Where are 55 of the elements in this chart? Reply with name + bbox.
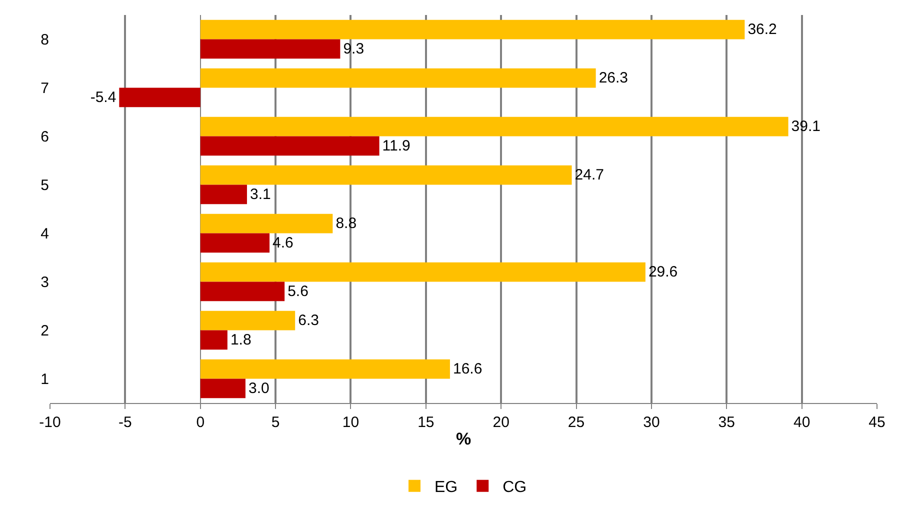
x-axis-title: %: [456, 429, 472, 448]
bar: [200, 39, 340, 59]
y-tick-label: 5: [40, 177, 49, 194]
x-tick-label: -5: [118, 414, 132, 431]
y-tick-label: 1: [40, 371, 49, 388]
bar: [200, 136, 380, 156]
bar: [200, 378, 246, 398]
x-tick-label: 30: [643, 414, 660, 431]
bar: [200, 282, 285, 302]
data-label: 9.3: [343, 40, 364, 58]
y-tick-label: 6: [40, 128, 49, 146]
data-label: 26.3: [598, 70, 628, 87]
data-label: 5.6: [288, 282, 308, 300]
legend-label: CG: [502, 479, 527, 496]
data-label: 6.3: [298, 312, 319, 330]
legend-label: EG: [434, 479, 458, 496]
x-tick-label: 20: [492, 414, 510, 431]
bar: [200, 310, 296, 330]
x-tick-label: 25: [568, 414, 585, 431]
x-tick-label: 15: [418, 414, 434, 431]
data-label: 36.2: [748, 21, 777, 38]
data-label: 3.1: [250, 186, 271, 203]
bar: [200, 262, 646, 282]
bar: [119, 88, 200, 108]
x-tick-label: -10: [39, 414, 61, 431]
y-tick-label: 3: [40, 274, 49, 291]
bar: [200, 20, 745, 40]
data-label: 1.8: [230, 331, 252, 348]
y-tick-label: 7: [40, 80, 49, 97]
bar: [200, 184, 247, 204]
bar: [200, 233, 270, 253]
data-label: 3.0: [248, 380, 270, 397]
x-tick-label: 10: [342, 414, 360, 431]
data-label: -5.4: [90, 88, 116, 106]
data-label: 24.7: [574, 166, 604, 184]
y-tick-label: 8: [40, 32, 49, 48]
bar: [200, 359, 450, 379]
bar: [200, 68, 596, 88]
data-label: 4.6: [272, 234, 294, 252]
bar: [200, 330, 228, 350]
data-label: 8.8: [336, 215, 357, 232]
data-label: 16.6: [452, 360, 482, 378]
y-tick-label: 2: [40, 322, 49, 340]
bar: [200, 116, 788, 136]
bar: [200, 165, 572, 185]
x-tick-label: 45: [868, 414, 886, 431]
x-tick-label: 35: [718, 414, 735, 431]
data-label: 11.9: [382, 137, 410, 154]
data-label: 39.1: [791, 118, 820, 136]
x-tick-label: 0: [196, 414, 205, 431]
bar: [200, 214, 333, 234]
data-label: 29.6: [648, 264, 678, 281]
x-tick-label: 5: [271, 414, 280, 431]
y-tick-label: 4: [40, 226, 49, 242]
x-tick-label: 40: [793, 414, 810, 431]
